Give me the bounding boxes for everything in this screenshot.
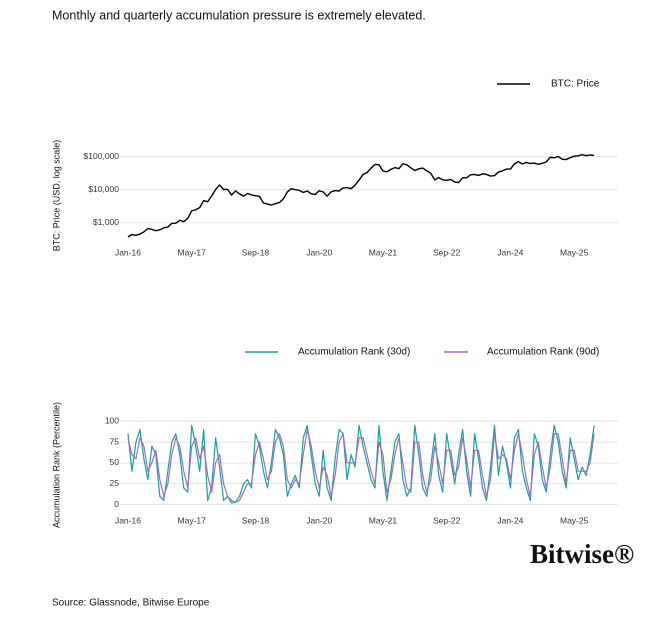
logo: Bitwise® bbox=[530, 539, 634, 569]
x-tick-label: May-25 bbox=[560, 515, 589, 525]
x-tick-label: Jan-16 bbox=[115, 515, 141, 525]
x-tick-label: Sep-22 bbox=[433, 515, 461, 525]
y-tick-label: 50 bbox=[110, 457, 120, 467]
x-tick-label: Jan-20 bbox=[306, 515, 332, 525]
y-axis-title: Accumulation Rank (Percentile) bbox=[51, 402, 61, 528]
x-tick-label: May-17 bbox=[178, 247, 207, 257]
x-tick-label: May-25 bbox=[560, 247, 589, 257]
x-tick-label: Jan-20 bbox=[306, 247, 332, 257]
x-tick-label: May-21 bbox=[369, 515, 398, 525]
x-tick-label: Sep-18 bbox=[242, 515, 270, 525]
series-line bbox=[127, 154, 595, 238]
y-tick-label: $100,000 bbox=[84, 151, 120, 161]
x-tick-label: May-17 bbox=[178, 515, 207, 525]
source: Source: Glassnode, Bitwise Europe bbox=[52, 598, 210, 609]
page-title: Monthly and quarterly accumulation press… bbox=[52, 8, 426, 22]
y-tick-label: $1,000 bbox=[93, 217, 119, 227]
x-tick-label: Sep-18 bbox=[242, 247, 270, 257]
y-tick-label: 25 bbox=[110, 478, 120, 488]
legend-label: BTC: Price bbox=[551, 79, 600, 90]
x-tick-label: Jan-24 bbox=[497, 515, 523, 525]
y-tick-label: 0 bbox=[114, 499, 119, 509]
x-tick-label: Jan-24 bbox=[497, 247, 523, 257]
y-tick-label: $10,000 bbox=[88, 184, 119, 194]
x-tick-label: Sep-22 bbox=[433, 247, 461, 257]
y-tick-label: 75 bbox=[110, 436, 120, 446]
series-line bbox=[127, 428, 595, 503]
y-tick-label: 100 bbox=[105, 415, 119, 425]
legend-label: Accumulation Rank (90d) bbox=[487, 347, 599, 358]
y-axis-title: BTC: Price (USD, log scale) bbox=[51, 140, 61, 252]
x-tick-label: May-21 bbox=[369, 247, 398, 257]
legend-label: Accumulation Rank (30d) bbox=[298, 347, 410, 358]
x-tick-label: Jan-16 bbox=[115, 247, 141, 257]
